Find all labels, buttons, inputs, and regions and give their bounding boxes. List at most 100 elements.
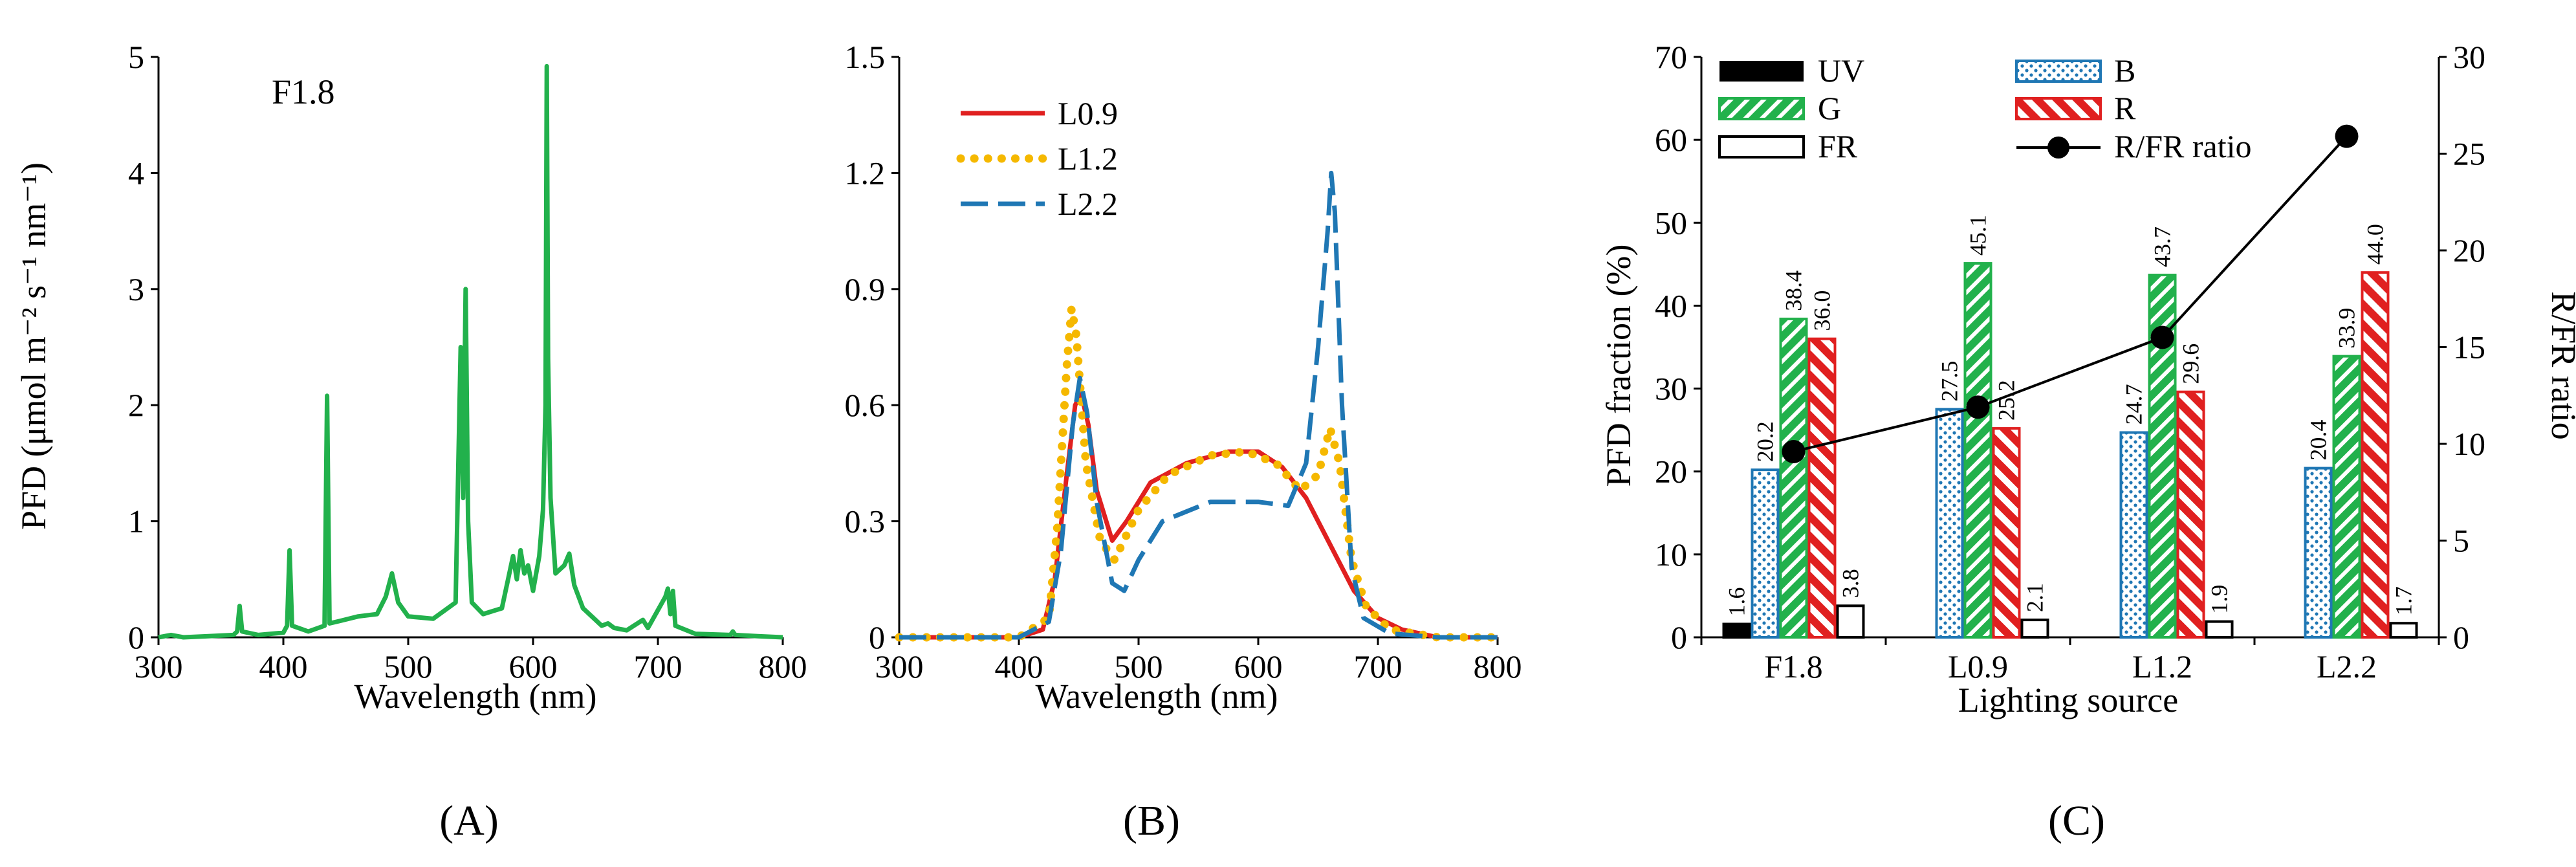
panel-c-x-tick-label: F1.8 — [1764, 648, 1822, 685]
panel-c-y-tick-label: 60 — [1655, 122, 1687, 158]
panel-b-legend: L0.9 L1.2 L2.2 — [956, 95, 1118, 222]
rfr-ratio-point — [2150, 325, 2174, 349]
panel-b-x-tick-label: 700 — [1354, 648, 1403, 685]
panel-a-y-tick-label: 0 — [128, 619, 144, 655]
bar-b-l22 — [2304, 466, 2333, 639]
panel-c-y-tick-label: 20 — [1655, 454, 1687, 490]
data-label-g: 45.1 — [1965, 215, 1991, 256]
panel-b: 300 400 500 600 700 800 0 0.3 0.6 0.9 1.2 1.5 L0.9 … — [845, 39, 1522, 844]
panel-b-y-tick-label: 0 — [869, 619, 885, 655]
legend-label-b: B — [2114, 52, 2135, 89]
panel-a-series-line-0 — [158, 63, 783, 640]
panel-c-x-tick-label: L2.2 — [2317, 648, 2377, 685]
panel-c-y-tick-label: 0 — [1671, 619, 1687, 655]
panel-b-axes: 300 400 500 600 700 800 0 0.3 0.6 0.9 1.2 1.5 — [845, 39, 1522, 685]
panel-c-y2-tick-label: 30 — [2453, 39, 2485, 75]
legend-swatch-g — [1718, 97, 1805, 120]
panel-b-plot — [895, 170, 1502, 642]
legend-swatch-rfr-marker — [2047, 137, 2069, 159]
rfr-ratio-point — [2335, 124, 2359, 148]
bar-r-l22 — [2361, 271, 2390, 639]
panel-a-x-tick-label: 800 — [759, 648, 807, 685]
data-label-r: 29.6 — [2178, 344, 2204, 384]
panel-c-y-tick-label: 50 — [1655, 204, 1687, 241]
bar-fr-l09 — [2020, 619, 2049, 639]
bar-b-l12 — [2119, 431, 2148, 639]
data-label-g: 33.9 — [2334, 308, 2360, 349]
panel-a-x-tick-label: 400 — [259, 648, 308, 685]
data-label-b: 27.5 — [1937, 361, 1963, 402]
rfr-ratio-line — [1793, 135, 2348, 453]
data-label-b: 20.2 — [1752, 421, 1778, 462]
legend-label-uv: UV — [1818, 52, 1864, 89]
panel-b-x-axis-label: Wavelength (nm) — [1035, 677, 1278, 716]
panel-a-y-tick-label: 2 — [128, 387, 144, 423]
panel-a-label: (A) — [439, 797, 499, 844]
panel-c-y-tick-label: 70 — [1655, 39, 1687, 75]
panel-a-x-axis-label: Wavelength (nm) — [354, 677, 596, 716]
panel-b-series-line-l22 — [899, 170, 1498, 640]
bar-r-l12 — [2176, 390, 2205, 639]
panel-a-plot — [158, 63, 783, 640]
data-label-r: 36.0 — [1809, 291, 1835, 331]
data-label-fr: 2.1 — [2022, 583, 2048, 612]
panel-a-y-tick-label: 4 — [128, 155, 144, 191]
panel-b-y-tick-label: 0.9 — [845, 271, 886, 307]
panel-c-y2-tick-label: 10 — [2453, 426, 2485, 462]
panel-a-y-tick-label: 1 — [128, 503, 144, 540]
panel-b-x-tick-label: 800 — [1474, 648, 1522, 685]
legend-label-l12: L1.2 — [1058, 140, 1118, 177]
panel-c-label: (C) — [2048, 797, 2105, 844]
data-label-uv: 1.6 — [1724, 587, 1750, 616]
bar-b-f18 — [1751, 468, 1780, 639]
panel-a-x-tick-label: 700 — [634, 648, 682, 685]
panel-c-plot: 1.620.238.4 36.03.827.545.125.22.124.743.… — [1722, 124, 2418, 639]
panel-c-y2-tick-label: 0 — [2453, 619, 2469, 655]
panel-b-y-tick-label: 0.3 — [845, 503, 886, 540]
panel-a-y-axis-label: PFD (μmol m⁻² s⁻¹ nm⁻¹) — [14, 162, 53, 530]
legend-label-l22: L2.2 — [1058, 186, 1118, 222]
panel-b-x-tick-label: 400 — [995, 648, 1043, 685]
panel-c-x-tick-label: L0.9 — [1948, 648, 2008, 685]
data-label-fr: 3.8 — [1838, 569, 1864, 598]
panel-a: 300 400 500 600 700 800 0 1 2 3 4 5 F1.8 Wavelength… — [14, 39, 807, 844]
legend-label-r: R — [2114, 90, 2136, 126]
panel-c-x-tick-label: L1.2 — [2132, 648, 2192, 685]
bar-g-f18 — [1779, 317, 1808, 639]
bar-r-f18 — [1807, 337, 1837, 639]
panel-c-y-axis-label: PFD fraction (%) — [1599, 245, 1638, 487]
rfr-ratio-point — [1782, 439, 1806, 463]
data-label-fr: 1.7 — [2391, 586, 2417, 615]
panel-b-y-tick-label: 0.6 — [845, 387, 886, 423]
bar-g-l09 — [1963, 262, 1992, 639]
legend-swatch-fr — [1718, 135, 1805, 159]
data-label-b: 24.7 — [2121, 384, 2147, 424]
legend-label-g: G — [1818, 90, 1841, 126]
panel-c-y2-tick-label: 5 — [2453, 523, 2469, 559]
bar-b-l09 — [1935, 408, 1964, 639]
panel-c-y-tick-label: 40 — [1655, 287, 1687, 324]
panel-a-x-tick-label: 300 — [135, 648, 183, 685]
data-label-fr: 1.9 — [2207, 585, 2232, 614]
panel-b-y-tick-label: 1.5 — [845, 39, 886, 75]
panel-a-axes: 300 400 500 600 700 800 0 1 2 3 4 5 — [128, 39, 807, 685]
panel-c-y2-tick-label: 20 — [2453, 232, 2485, 269]
legend-swatch-r — [2015, 97, 2102, 120]
panel-b-series-line-l12 — [895, 304, 1502, 642]
panel-b-label: (B) — [1123, 797, 1180, 844]
legend-label-l09: L0.9 — [1058, 95, 1118, 131]
panel-b-x-tick-label: 300 — [875, 648, 924, 685]
legend-label-rfr: R/FR ratio — [2114, 128, 2252, 164]
rfr-ratio-point — [1966, 395, 1990, 419]
legend-swatch-uv — [1719, 61, 1804, 82]
panel-c-legend: UV B G R FR R/FR ratio — [1718, 52, 2252, 164]
panel-a-y-tick-label: 5 — [128, 39, 144, 75]
panel-c-y-tick-label: 10 — [1655, 536, 1687, 573]
data-label-g: 38.4 — [1781, 270, 1807, 311]
panel-a-x-tick-label: 600 — [509, 648, 558, 685]
data-label-b: 20.4 — [2306, 420, 2331, 461]
legend-swatch-b — [2015, 60, 2102, 83]
panel-b-x-tick-label: 500 — [1115, 648, 1163, 685]
